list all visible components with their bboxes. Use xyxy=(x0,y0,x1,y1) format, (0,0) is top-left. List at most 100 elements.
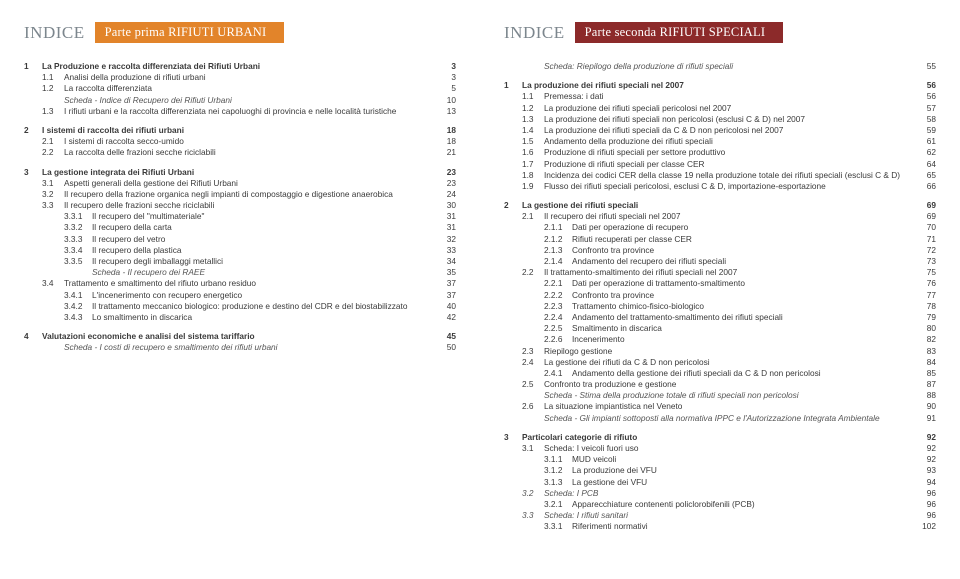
toc-text: La produzione dei rifiuti speciali peric… xyxy=(544,103,916,114)
toc-row: 3.1Scheda: I veicoli fuori uso92 xyxy=(504,443,936,454)
toc-row: 3.1Aspetti generali della gestione dei R… xyxy=(24,178,456,189)
toc-text: Incidenza dei codici CER della classe 19… xyxy=(544,170,916,181)
toc-row: 2.1.1Dati per operazione di recupero70 xyxy=(504,222,936,233)
toc-row: 1.2La raccolta differenziata5 xyxy=(24,83,456,94)
toc-text: Andamento del trattamento-smaltimento de… xyxy=(572,312,916,323)
toc-number: 3.3.1 xyxy=(544,521,572,532)
toc-page: 96 xyxy=(916,510,936,521)
toc-row: 1La produzione dei rifiuti speciali nel … xyxy=(504,80,936,91)
toc-text: La gestione integrata dei Rifiuti Urbani xyxy=(42,167,436,178)
toc-text: Scheda - Stima della produzione totale d… xyxy=(544,390,916,401)
toc-number: 3.3.2 xyxy=(64,222,92,233)
toc-text: Scheda: Riepilogo della produzione di ri… xyxy=(544,61,916,72)
toc-page: 79 xyxy=(916,312,936,323)
toc-row: Scheda - Stima della produzione totale d… xyxy=(504,390,936,401)
toc-text: Il trattamento meccanico biologico: prod… xyxy=(92,301,436,312)
toc-text: Confronto tra province xyxy=(572,245,916,256)
toc-text: Il recupero della carta xyxy=(92,222,436,233)
toc-row: 3.2Scheda: I PCB96 xyxy=(504,488,936,499)
toc-row: 1.2La produzione dei rifiuti speciali pe… xyxy=(504,103,936,114)
toc-number: 3.1.3 xyxy=(544,477,572,488)
toc-page: 23 xyxy=(436,167,456,178)
toc-gap xyxy=(504,72,936,80)
toc-gap xyxy=(504,424,936,432)
toc-page: 102 xyxy=(916,521,936,532)
toc-page: 3 xyxy=(436,72,456,83)
toc-number: 3.4.3 xyxy=(64,312,92,323)
toc-text: Scheda - Il recupero dei RAEE xyxy=(92,267,436,278)
toc-page: 87 xyxy=(916,379,936,390)
toc-page: 34 xyxy=(436,256,456,267)
toc-row: 2I sistemi di raccolta dei rifiuti urban… xyxy=(24,125,456,136)
toc-row: 2.1.4Andamento del recupero dei rifiuti … xyxy=(504,256,936,267)
toc-text: La produzione dei rifiuti speciali non p… xyxy=(544,114,916,125)
toc-row: 3.3.1Il recupero del "multimateriale"31 xyxy=(24,211,456,222)
toc-number: 2.1.4 xyxy=(544,256,572,267)
toc-text: Il recupero della plastica xyxy=(92,245,436,256)
toc-page: 65 xyxy=(916,170,936,181)
toc-row: 3.3Scheda: I rifiuti sanitari96 xyxy=(504,510,936,521)
toc-page: 35 xyxy=(436,267,456,278)
toc-left: 1La Produzione e raccolta differenziata … xyxy=(24,61,456,354)
toc-row: 3.3.2Il recupero della carta31 xyxy=(24,222,456,233)
toc-text: I sistemi di raccolta dei rifiuti urbani xyxy=(42,125,436,136)
toc-page: 37 xyxy=(436,278,456,289)
toc-text: Il recupero del vetro xyxy=(92,234,436,245)
toc-number: 2.1 xyxy=(42,136,64,147)
toc-text: Rifiuti recuperati per classe CER xyxy=(572,234,916,245)
toc-text: Trattamento e smaltimento del rifiuto ur… xyxy=(64,278,436,289)
toc-page: 42 xyxy=(436,312,456,323)
toc-row: 3.3.3Il recupero del vetro32 xyxy=(24,234,456,245)
toc-number: 2.2.4 xyxy=(544,312,572,323)
toc-text: Riepilogo gestione xyxy=(544,346,916,357)
part-title-right: Parte seconda RIFIUTI SPECIALI xyxy=(575,22,784,43)
toc-number: 3.2 xyxy=(522,488,544,499)
toc-number: 2.2.6 xyxy=(544,334,572,345)
toc-row: 1.9Flusso dei rifiuti speciali pericolos… xyxy=(504,181,936,192)
toc-page: 37 xyxy=(436,290,456,301)
toc-page: 5 xyxy=(436,83,456,94)
toc-text: L'incenerimento con recupero energetico xyxy=(92,290,436,301)
toc-page: 80 xyxy=(916,323,936,334)
toc-text: La produzione dei VFU xyxy=(572,465,916,476)
toc-page: 71 xyxy=(916,234,936,245)
toc-text: Smaltimento in discarica xyxy=(572,323,916,334)
toc-number: 1 xyxy=(24,61,42,72)
toc-page: 96 xyxy=(916,488,936,499)
toc-text: Produzione di rifiuti speciali per setto… xyxy=(544,147,916,158)
toc-text: MUD veicoli xyxy=(572,454,916,465)
toc-text: Confronto tra produzione e gestione xyxy=(544,379,916,390)
toc-text: Aspetti generali della gestione dei Rifi… xyxy=(64,178,436,189)
toc-number: 2.1.1 xyxy=(544,222,572,233)
toc-number: 2 xyxy=(504,200,522,211)
toc-row: 2.4La gestione dei rifiuti da C & D non … xyxy=(504,357,936,368)
toc-text: Il recupero del "multimateriale" xyxy=(92,211,436,222)
toc-row: 2.1.2Rifiuti recuperati per classe CER71 xyxy=(504,234,936,245)
toc-text: Analisi della produzione di rifiuti urba… xyxy=(64,72,436,83)
toc-number: 1.1 xyxy=(42,72,64,83)
toc-page: 40 xyxy=(436,301,456,312)
toc-text: Scheda: I rifiuti sanitari xyxy=(544,510,916,521)
toc-page: 33 xyxy=(436,245,456,256)
toc-text: Il recupero degli imballaggi metallici xyxy=(92,256,436,267)
toc-row: 3.1.1MUD veicoli92 xyxy=(504,454,936,465)
toc-page: 77 xyxy=(916,290,936,301)
toc-row: 1La Produzione e raccolta differenziata … xyxy=(24,61,456,72)
toc-number: 3.3.5 xyxy=(64,256,92,267)
toc-number: 1.3 xyxy=(522,114,544,125)
toc-number: 3.3.1 xyxy=(64,211,92,222)
toc-row: 3.4Trattamento e smaltimento del rifiuto… xyxy=(24,278,456,289)
toc-text: Il trattamento-smaltimento dei rifiuti s… xyxy=(544,267,916,278)
toc-text: Dati per operazione di recupero xyxy=(572,222,916,233)
toc-page: 13 xyxy=(436,106,456,117)
toc-row: 2.6La situazione impiantistica nel Venet… xyxy=(504,401,936,412)
toc-number: 2.1 xyxy=(522,211,544,222)
toc-text: Apparecchiature contenenti policlorobife… xyxy=(572,499,916,510)
toc-number: 3.1.2 xyxy=(544,465,572,476)
toc-page: 30 xyxy=(436,200,456,211)
toc-number: 2.4 xyxy=(522,357,544,368)
toc-text: Andamento del recupero dei rifiuti speci… xyxy=(572,256,916,267)
part-title-left: Parte prima RIFIUTI URBANI xyxy=(95,22,285,43)
toc-page: 32 xyxy=(436,234,456,245)
toc-page: 23 xyxy=(436,178,456,189)
